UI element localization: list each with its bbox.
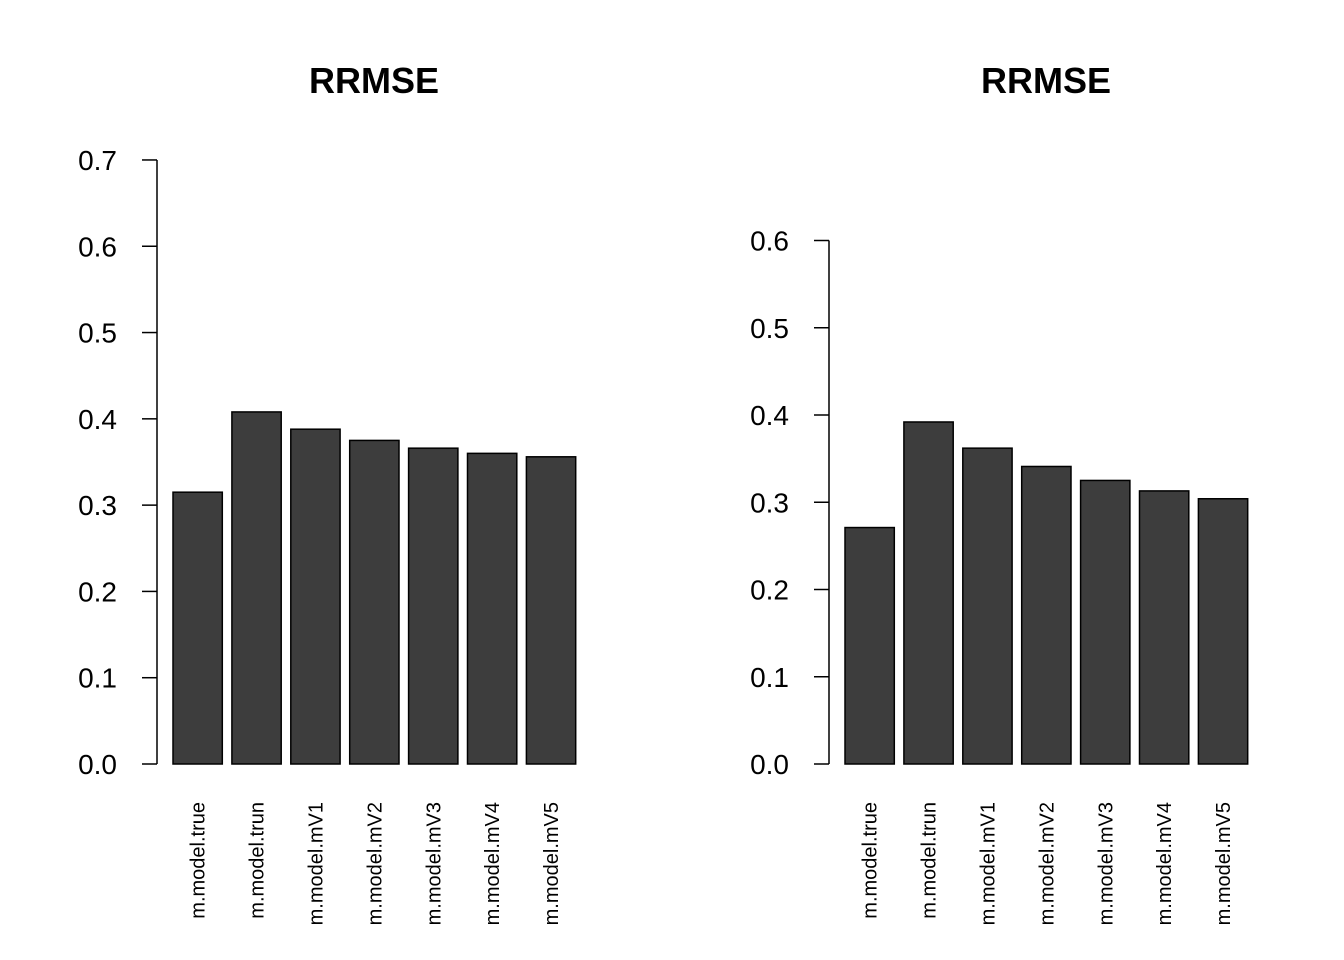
y-tick-label-left: 0.2 <box>78 576 117 607</box>
x-category-label-right: m.model.mV4 <box>1154 802 1176 925</box>
y-tick-label-right: 0.4 <box>750 400 789 431</box>
x-category-label-left: m.model.mV5 <box>541 802 563 925</box>
y-tick-label-left: 0.1 <box>78 663 117 694</box>
x-category-label-left: m.model.mV4 <box>482 802 504 925</box>
y-tick-label-right: 0.1 <box>750 662 789 693</box>
bar-left-m.model.mV1 <box>290 428 341 765</box>
bar-right-m.model.mV3 <box>1079 479 1131 765</box>
x-category-label-right: m.model.mV2 <box>1036 802 1058 925</box>
x-category-label-left: m.model.trun <box>247 802 269 919</box>
bar-right-m.model.mV5 <box>1197 498 1249 765</box>
y-tick-label-right: 0.2 <box>750 575 789 606</box>
bar-right-m.model.mV1 <box>962 447 1013 765</box>
bar-right-m.model.mV2 <box>1020 465 1072 765</box>
y-tick-label-right: 0.5 <box>750 313 789 344</box>
x-category-label-right: m.model.mV5 <box>1213 802 1235 925</box>
x-category-label-right: m.model.trun <box>919 802 941 919</box>
bar-left-m.model.true <box>172 491 224 765</box>
x-category-label-left: m.model.mV1 <box>305 802 327 925</box>
bar-right-m.model.true <box>844 526 896 765</box>
x-category-label-right: m.model.mV1 <box>977 802 999 925</box>
y-tick-label-left: 0.7 <box>78 145 117 176</box>
y-tick-label-left: 0.4 <box>78 404 117 435</box>
y-tick-label-right: 0.0 <box>750 749 789 780</box>
x-category-label-left: m.model.mV2 <box>364 802 386 925</box>
chart-title-right: RRMSE <box>981 60 1111 101</box>
bar-right-m.model.trun <box>903 421 954 765</box>
y-tick-label-left: 0.3 <box>78 490 117 521</box>
bar-left-m.model.mV4 <box>466 452 518 765</box>
bar-left-m.model.mV2 <box>348 439 400 765</box>
y-tick-label-right: 0.6 <box>750 226 789 257</box>
y-tick-label-left: 0.0 <box>78 749 117 780</box>
bar-left-m.model.mV5 <box>525 456 577 765</box>
bar-right-m.model.mV4 <box>1138 490 1190 765</box>
x-category-label-right: m.model.true <box>860 802 882 919</box>
x-category-label-right: m.model.mV3 <box>1095 802 1117 925</box>
y-tick-label-left: 0.6 <box>78 231 117 262</box>
bar-left-m.model.trun <box>231 411 282 765</box>
x-category-label-left: m.model.mV3 <box>423 802 445 925</box>
y-tick-label-right: 0.3 <box>750 487 789 518</box>
y-tick-label-left: 0.5 <box>78 318 117 349</box>
bar-left-m.model.mV3 <box>407 447 459 765</box>
chart-panel-right: RRMSE 0.0 0.1 0.2 0.3 0.4 0.5 0.6 m.model.true m… <box>750 60 1249 925</box>
chart-title-left: RRMSE <box>309 60 439 101</box>
chart-panel-left: RRMSE 0.0 0.1 0.2 0.3 0.4 0.5 0.6 0.7 m.model.tr… <box>78 60 577 925</box>
x-category-label-left: m.model.true <box>188 802 210 919</box>
